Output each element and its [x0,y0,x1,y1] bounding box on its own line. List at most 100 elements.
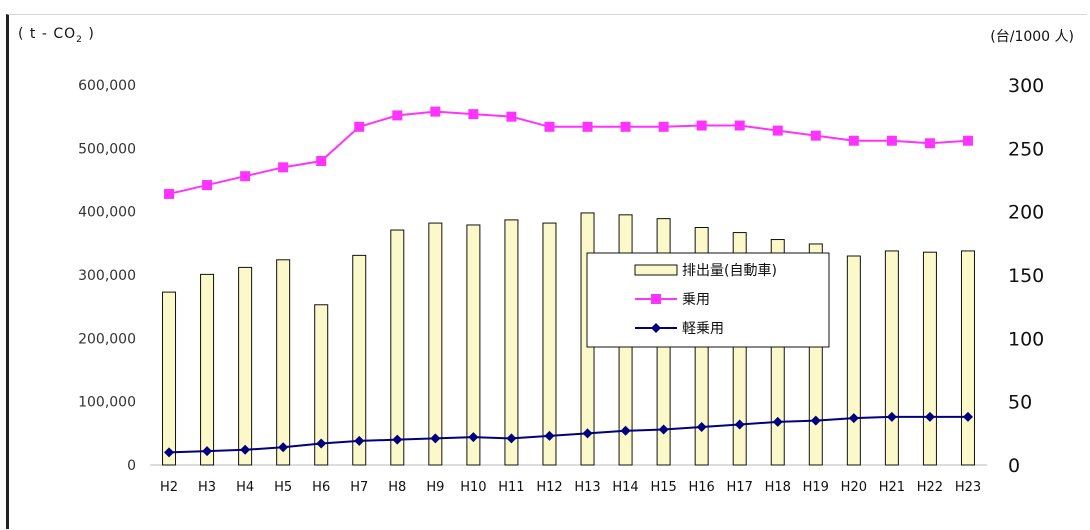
right-axis-tick-label: 300 [1008,75,1044,97]
marker-square [658,121,669,132]
x-axis-tick-label: H3 [198,480,216,495]
left-axis-unit-label: ( t - CO2 ) [18,26,95,45]
bar-emission [428,222,443,466]
marker-diamond [962,411,973,422]
x-axis-tick-label: H20 [841,480,867,495]
marker-square [506,111,517,122]
marker-square [962,135,973,146]
left-axis-tick-label: 500,000 [78,141,136,157]
legend-label: 乗用 [682,292,710,308]
x-axis-tick-label: H6 [312,480,330,495]
x-axis-tick-label: H7 [350,480,368,495]
right-axis-tick-label: 0 [1008,455,1020,477]
marker-square [924,138,935,149]
right-axis-tick-label: 200 [1008,202,1044,224]
x-axis-tick-label: H19 [803,480,829,495]
x-axis-tick-label: H4 [236,480,254,495]
bar-emission [200,273,215,466]
marker-square [582,121,593,132]
marker-diamond [316,438,327,449]
marker-square [772,125,783,136]
marker-diamond [810,415,821,426]
series-line-1 [168,110,969,195]
x-axis-tick-label: H9 [426,480,444,495]
x-axis-tick-label: H21 [879,480,905,495]
bar-emission [314,304,329,466]
bar-emission [276,259,291,466]
right-axis-tick-label: 50 [1008,392,1032,414]
right-axis-tick-label: 100 [1008,328,1044,350]
bar-emission [390,229,405,466]
marker-square [620,121,631,132]
bar-emission [504,219,519,466]
x-axis-tick-label: H17 [727,480,753,495]
left-axis-tick-label: 600,000 [78,78,136,94]
legend-marker-square [651,294,661,304]
legend-marker-diamond [651,323,661,333]
marker-diamond [658,424,669,435]
x-axis-tick-label: H12 [536,480,562,495]
marker-diamond [620,425,631,436]
bar-emission [162,291,177,466]
legend-label: 軽乗用 [682,321,724,337]
left-axis-tick-label: 200,000 [78,331,136,347]
unit-left-subscript: 2 [76,34,83,45]
x-axis-tick-label: H5 [274,480,292,495]
marker-square [316,156,327,166]
marker-diamond [468,432,479,443]
marker-diamond [582,428,593,439]
marker-diamond [430,433,441,444]
left-axis-tick-label: 300,000 [78,268,136,284]
marker-diamond [544,430,555,441]
bar-emission [846,255,861,466]
marker-diamond [734,419,745,430]
bar-emission [884,250,899,466]
marker-square [544,121,555,132]
marker-square [202,180,213,191]
marker-diamond [848,413,859,424]
x-axis-tick-label: H13 [574,480,600,495]
marker-square [848,135,859,146]
marker-diamond [240,444,251,455]
marker-square [696,120,707,131]
x-axis-tick-label: H8 [388,480,406,495]
marker-square [430,106,441,117]
legend-label: 排出量(自動車) [682,262,777,279]
marker-diamond [696,422,707,432]
x-axis-tick-label: H2 [160,480,178,495]
bar-emission [466,224,481,466]
marker-diamond [164,447,175,458]
bar-emission [352,254,367,466]
unit-left-prefix: ( t - CO [18,26,77,42]
x-axis-tick-label: H15 [650,480,676,495]
marker-diamond [886,411,897,422]
x-axis-tick-label: H22 [917,480,943,495]
marker-diamond [924,411,935,422]
marker-diamond [354,435,365,446]
chart-frame [6,14,1087,529]
marker-square [240,171,251,182]
marker-diamond [506,433,517,444]
x-axis-tick-label: H11 [498,480,524,495]
right-axis-tick-label: 150 [1008,265,1044,287]
right-axis-unit-label: (台/1000 人) [990,29,1074,45]
bar-emission [238,266,253,466]
marker-square [886,135,897,146]
marker-square [354,121,365,132]
right-axis-tick-label: 250 [1008,138,1044,160]
bar-emission [922,251,937,466]
left-axis-tick-label: 0 [127,458,136,474]
marker-diamond [278,442,289,453]
unit-left-suffix: ) [82,26,95,42]
series-line-2 [168,415,968,454]
marker-square [278,162,289,173]
left-axis-tick-label: 100,000 [78,395,136,411]
left-axis-tick-label: 400,000 [78,205,136,221]
marker-square [468,109,479,120]
marker-diamond [392,434,403,445]
x-axis-tick-label: H18 [765,480,791,495]
bar-emission [960,250,975,466]
marker-square [392,110,403,121]
x-axis-tick-label: H23 [955,480,981,495]
